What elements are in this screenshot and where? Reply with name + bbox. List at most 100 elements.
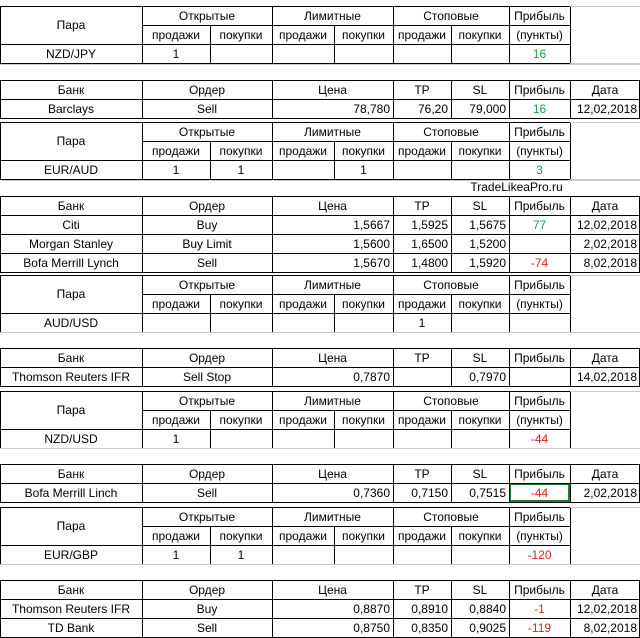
stop-sell-header[interactable]: продажи xyxy=(398,528,446,543)
limit-buy-header[interactable]: покупки xyxy=(341,296,385,311)
profit-header[interactable]: Прибыль xyxy=(514,124,565,139)
order-header[interactable]: Ордер xyxy=(188,582,226,597)
pair-header[interactable]: Пара xyxy=(56,134,86,148)
take-profit[interactable]: 0,7150 xyxy=(411,485,448,500)
pair-name[interactable]: NZD/USD xyxy=(44,431,98,446)
order-header[interactable]: Ордер xyxy=(188,82,226,97)
pair-profit[interactable]: -44 xyxy=(530,431,549,446)
pair-name[interactable]: EUR/GBP xyxy=(43,547,98,562)
open-buy-count[interactable] xyxy=(210,429,272,448)
order-type[interactable]: Sell xyxy=(196,485,217,500)
take-profit[interactable]: 0,8910 xyxy=(411,601,448,616)
take-profit[interactable]: 1,4800 xyxy=(411,255,448,270)
date-header[interactable]: Дата xyxy=(591,350,619,365)
points-header[interactable]: (пункты) xyxy=(516,27,563,42)
limit-buy-count[interactable] xyxy=(334,545,393,564)
stop-loss[interactable]: 1,5675 xyxy=(469,217,506,232)
limit-buy-header[interactable]: покупки xyxy=(341,143,385,158)
limit-sell-header[interactable]: продажи xyxy=(279,528,327,543)
order-type[interactable]: Sell xyxy=(196,620,217,635)
take-profit[interactable]: 1,5925 xyxy=(411,217,448,232)
open-buy-header[interactable]: покупки xyxy=(219,296,263,311)
stop-buy-header[interactable]: покупки xyxy=(458,27,502,42)
stop-sell-header[interactable]: продажи xyxy=(398,143,446,158)
open-header[interactable]: Открытые xyxy=(178,8,236,23)
order-profit[interactable]: -74 xyxy=(530,255,549,270)
stop-buy-count[interactable] xyxy=(451,44,509,63)
open-buy-count[interactable] xyxy=(210,313,272,332)
tp-header[interactable]: TP xyxy=(414,582,430,597)
pair-header[interactable]: Пара xyxy=(56,18,86,32)
watermark-text[interactable]: TradeLikeaPro.ru xyxy=(470,179,563,194)
limit-sell-header[interactable]: продажи xyxy=(279,412,327,427)
bank-name[interactable]: Citi xyxy=(62,217,80,232)
open-sell-count[interactable] xyxy=(142,313,210,332)
profit-header[interactable]: Прибыль xyxy=(514,277,565,292)
order-type[interactable]: Sell xyxy=(196,101,217,116)
limit-buy-header[interactable]: покупки xyxy=(341,528,385,543)
profit-header[interactable]: Прибыль xyxy=(514,350,565,365)
order-price[interactable]: 0,7870 xyxy=(353,369,390,384)
stop-buy-count[interactable] xyxy=(451,313,509,332)
tp-header[interactable]: TP xyxy=(414,466,430,481)
profit-header[interactable]: Прибыль xyxy=(514,82,565,97)
stop-loss[interactable]: 0,7970 xyxy=(469,369,506,384)
points-header[interactable]: (пункты) xyxy=(516,412,563,427)
stop-buy-header[interactable]: покупки xyxy=(458,143,502,158)
order-header[interactable]: Ордер xyxy=(188,198,226,213)
open-buy-count[interactable]: 1 xyxy=(237,547,245,562)
take-profit[interactable]: 76,20 xyxy=(417,101,448,116)
price-header[interactable]: Цена xyxy=(318,582,347,597)
stop-header[interactable]: Стоповые xyxy=(423,393,479,408)
stop-loss[interactable]: 1,5920 xyxy=(469,255,506,270)
take-profit[interactable]: 0,8350 xyxy=(411,620,448,635)
limit-sell-count[interactable] xyxy=(272,313,334,332)
open-buy-header[interactable]: покупки xyxy=(219,27,263,42)
order-price[interactable]: 0,7360 xyxy=(353,485,390,500)
bank-header[interactable]: Банк xyxy=(57,582,85,597)
limit-sell-count[interactable] xyxy=(272,545,334,564)
profit-header[interactable]: Прибыль xyxy=(514,198,565,213)
limit-sell-header[interactable]: продажи xyxy=(279,143,327,158)
order-price[interactable]: 1,5600 xyxy=(353,236,390,251)
limit-header[interactable]: Лимитные xyxy=(304,8,361,23)
profit-header[interactable]: Прибыль xyxy=(514,393,565,408)
order-type[interactable]: Buy xyxy=(196,217,218,232)
limit-sell-count[interactable] xyxy=(272,429,334,448)
bank-name[interactable]: Barclays xyxy=(47,101,94,116)
order-date[interactable]: 12,02,2018 xyxy=(576,601,637,616)
sl-header[interactable]: SL xyxy=(472,82,488,97)
order-profit[interactable]: 77 xyxy=(532,217,547,232)
stop-loss[interactable]: 0,7515 xyxy=(469,485,506,500)
order-type[interactable]: Sell Stop xyxy=(182,369,232,384)
open-header[interactable]: Открытые xyxy=(178,393,236,408)
stop-loss[interactable]: 79,000 xyxy=(469,101,506,116)
order-price[interactable]: 0,8750 xyxy=(353,620,390,635)
open-header[interactable]: Открытые xyxy=(178,277,236,292)
points-header[interactable]: (пункты) xyxy=(516,296,563,311)
take-profit[interactable]: 1,6500 xyxy=(411,236,448,251)
pair-name[interactable]: NZD/JPY xyxy=(45,46,96,61)
limit-buy-header[interactable]: покупки xyxy=(341,27,385,42)
price-header[interactable]: Цена xyxy=(318,198,347,213)
stop-sell-header[interactable]: продажи xyxy=(398,27,446,42)
open-sell-count[interactable]: 1 xyxy=(172,431,180,446)
limit-header[interactable]: Лимитные xyxy=(304,124,361,139)
open-sell-header[interactable]: продажи xyxy=(152,27,200,42)
limit-buy-count[interactable] xyxy=(334,313,393,332)
stop-sell-count[interactable] xyxy=(393,545,451,564)
order-type[interactable]: Buy Limit xyxy=(182,236,232,251)
pair-header[interactable]: Пара xyxy=(56,287,86,301)
stop-buy-header[interactable]: покупки xyxy=(458,528,502,543)
tp-header[interactable]: TP xyxy=(414,82,430,97)
take-profit[interactable] xyxy=(393,367,451,386)
points-header[interactable]: (пункты) xyxy=(516,528,563,543)
tp-header[interactable]: TP xyxy=(414,350,430,365)
stop-sell-count[interactable]: 1 xyxy=(418,315,426,330)
price-header[interactable]: Цена xyxy=(318,350,347,365)
stop-buy-count[interactable] xyxy=(451,545,509,564)
price-header[interactable]: Цена xyxy=(318,466,347,481)
order-profit[interactable] xyxy=(509,367,570,386)
order-price[interactable]: 0,8870 xyxy=(353,601,390,616)
sl-header[interactable]: SL xyxy=(472,466,488,481)
